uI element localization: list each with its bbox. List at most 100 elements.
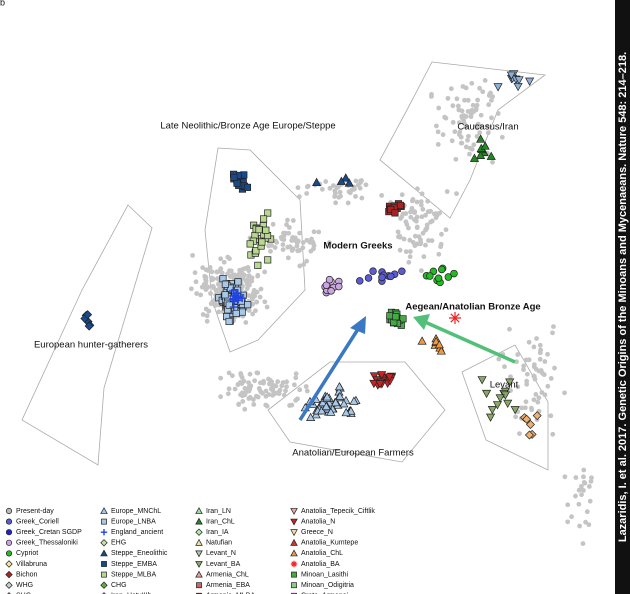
present-day-point (406, 259, 412, 265)
present-day-point (281, 392, 287, 398)
present-day-point (202, 273, 208, 279)
present-day-point (448, 86, 454, 92)
present-day-point (218, 394, 224, 400)
present-day-point (249, 278, 255, 284)
present-day-point (221, 259, 227, 265)
present-day-point (552, 365, 557, 371)
present-day-point (301, 262, 307, 267)
present-day-point (408, 214, 414, 220)
present-day-point (443, 115, 449, 121)
marker (290, 518, 298, 526)
citation: Lazaridis, I. et al. 2017. Genetic Origi… (617, 52, 629, 542)
present-day-point (333, 200, 339, 206)
legend-label: Iran_LN (206, 508, 231, 515)
marker (524, 430, 534, 440)
present-day-point (287, 403, 292, 408)
present-day-point (477, 130, 483, 136)
present-day-point (242, 272, 247, 278)
marker (233, 296, 242, 305)
marker (232, 309, 240, 317)
marker (291, 571, 297, 578)
present-day-point (584, 509, 590, 515)
present-day-point (587, 498, 593, 504)
present-day-point (458, 140, 464, 146)
legend: Present-day Greek_Coriell Greek_Cretan SGD… (5, 507, 375, 594)
present-day-point (536, 395, 542, 401)
present-day-point (267, 381, 273, 387)
present-day-point (250, 290, 256, 296)
present-day-point (412, 210, 417, 216)
present-day-point (212, 303, 218, 308)
present-day-point (255, 272, 261, 278)
present-day-point (581, 467, 587, 473)
present-day-point (254, 370, 260, 376)
marker (506, 71, 516, 80)
present-day-point (468, 111, 474, 117)
group-label: Modern Greeks (323, 241, 392, 252)
marker (244, 301, 252, 309)
present-day-point (289, 238, 295, 243)
marker (290, 560, 298, 568)
present-day-point (200, 265, 206, 271)
marker (195, 517, 203, 525)
present-day-point (551, 324, 556, 329)
present-day-point (254, 393, 259, 399)
present-day-point (419, 191, 425, 197)
marker (317, 406, 327, 415)
group-label: Late Neolithic/Bronze Age Europe/Steppe (160, 121, 335, 132)
marker (387, 272, 395, 281)
present-day-point (300, 240, 306, 245)
marker (246, 240, 254, 248)
present-day-point (194, 291, 200, 296)
present-day-point (490, 159, 495, 165)
present-day-point (331, 183, 336, 189)
present-day-point (252, 378, 258, 384)
present-day-point (284, 379, 290, 385)
present-day-point (438, 244, 444, 250)
present-day-point (565, 519, 571, 525)
present-day-point (379, 193, 385, 198)
present-day-point (458, 134, 464, 140)
present-day-point (485, 130, 491, 136)
marker (349, 396, 359, 405)
marker (334, 381, 344, 391)
marker (434, 339, 444, 349)
panel-bg (0, 0, 615, 594)
present-day-point (198, 292, 204, 298)
marker (378, 273, 386, 282)
present-day-point (407, 249, 413, 254)
group-label: European hunter-gatherers (34, 340, 148, 351)
present-day-point (414, 241, 420, 247)
marker (83, 310, 93, 320)
marker (238, 308, 246, 316)
marker (485, 413, 496, 422)
present-day-point (291, 382, 297, 388)
present-day-point (465, 108, 471, 114)
arrows (298, 314, 516, 421)
marker (195, 538, 203, 546)
marker (5, 529, 13, 536)
present-day-point (397, 234, 403, 240)
present-day-point (450, 103, 456, 109)
legend-label: EHG (111, 540, 126, 547)
present-day-point (445, 95, 451, 101)
present-day-point (235, 382, 241, 387)
legend-label: England_ancient (111, 529, 163, 536)
present-day-point (535, 399, 541, 405)
present-day-point (434, 212, 440, 218)
legend-label: Anatolia_Kumtepe (301, 540, 358, 547)
present-day-point (526, 339, 532, 345)
present-day-point (248, 383, 254, 389)
present-day-point (522, 405, 528, 411)
present-day-point (250, 311, 256, 317)
present-day-point (478, 112, 484, 118)
present-day-point (469, 80, 475, 86)
present-day-point (397, 247, 403, 253)
present-day-point (565, 502, 571, 508)
present-day-point (439, 231, 444, 237)
marker (525, 77, 535, 86)
present-day-point (469, 146, 475, 152)
present-day-point (242, 266, 248, 271)
legend-label: Steppe_EMBA (111, 561, 157, 568)
marker (196, 582, 202, 589)
